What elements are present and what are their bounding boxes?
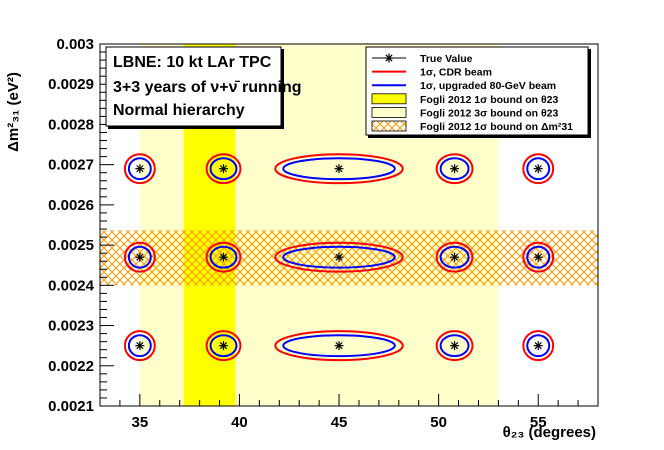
marker-stroke (335, 342, 343, 350)
y-tick-label: 0.0029 (48, 76, 94, 93)
marker-stroke (136, 342, 144, 350)
y-tick-label: 0.0028 (48, 116, 94, 133)
upgraded-contour (209, 157, 238, 181)
true-value-marker (450, 252, 460, 262)
marker-stroke (219, 253, 228, 261)
true-value-marker (219, 252, 229, 262)
true-value-marker (450, 164, 460, 174)
true-value-marker (135, 252, 145, 262)
true-value-marker (334, 164, 344, 174)
marker-stroke (385, 54, 393, 62)
cdr-contour (274, 330, 404, 362)
upgraded-contour (282, 157, 396, 181)
y-axis-title: Δm²₃₁ (eV²) (5, 72, 22, 152)
upgraded-contour (439, 245, 470, 269)
upgraded-contour (127, 334, 152, 358)
y-tick-label: 0.0027 (48, 157, 94, 174)
upgraded-contour (209, 334, 238, 358)
y-tick-label: 0.0023 (48, 318, 94, 335)
info-line-3: Normal hierarchy (113, 102, 245, 119)
true-value-marker (219, 164, 229, 174)
info-box: LBNE: 10 kt LAr TPC 3+3 years of ν+ν̄ ru… (105, 46, 302, 129)
cdr-contour (522, 241, 555, 273)
y-tick-label: 0.0022 (48, 358, 94, 375)
marker-stroke (450, 342, 459, 350)
true-value-marker (533, 341, 543, 351)
upgraded-contour (282, 245, 396, 269)
cdr-contour (435, 330, 474, 362)
plot-frame (99, 43, 599, 407)
legend-label: True Value (420, 53, 473, 65)
cdr-contour (205, 153, 242, 185)
upgraded-contour (439, 157, 470, 181)
upgraded-contour (209, 245, 238, 269)
x-axis-title: θ₂₃ (degrees) (503, 424, 596, 441)
marker-stroke (335, 253, 343, 261)
legend-fill-swatch (371, 107, 407, 118)
cdr-contour (205, 330, 242, 362)
marker-stroke (219, 165, 228, 173)
legend-label: 1σ, upgraded 80-GeV beam (420, 80, 556, 92)
true-value-marker (334, 341, 344, 351)
marker-stroke (450, 165, 459, 173)
x-tick-label: 50 (430, 414, 447, 431)
y-tick-label: 0.0025 (48, 237, 94, 254)
y-tick-label: 0.003 (56, 36, 94, 53)
cdr-contour (435, 153, 474, 185)
marker-stroke (136, 165, 144, 173)
marker-stroke (450, 253, 459, 261)
dm2-1sigma-band (100, 230, 598, 286)
legend-fill-swatch (371, 93, 407, 105)
y-tick-label: 0.0024 (48, 277, 95, 294)
marker-stroke (534, 253, 542, 261)
upgraded-contour (526, 157, 551, 181)
cdr-contour (123, 241, 156, 273)
true-value-marker (334, 252, 344, 262)
legend-hatch-swatch (371, 120, 407, 132)
cdr-contour (205, 241, 242, 273)
cdr-contour (522, 330, 555, 362)
true-value-marker (533, 164, 543, 174)
cdr-contour (435, 241, 474, 273)
x-tick-label: 40 (231, 414, 248, 431)
legend-marker (384, 53, 394, 63)
info-line-1: LBNE: 10 kt LAr TPC (113, 54, 272, 71)
marker-stroke (219, 342, 228, 350)
true-value-marker (450, 341, 460, 351)
cdr-contour (274, 153, 404, 185)
upgraded-contour (526, 334, 551, 358)
cdr-contour (274, 241, 404, 273)
legend-label: Fogli 2012 1σ bound on θ23 (420, 94, 558, 106)
legend-label: 1σ, CDR beam (420, 67, 492, 79)
y-tick-label: 0.0026 (48, 197, 94, 214)
true-value-marker (135, 341, 145, 351)
legend-label: Fogli 2012 1σ bound on Δm²31 (420, 121, 573, 133)
marker-stroke (534, 165, 542, 173)
upgraded-contour (526, 245, 551, 269)
true-value-marker (533, 252, 543, 262)
marker-stroke (136, 253, 144, 261)
legend-label: Fogli 2012 3σ bound on θ23 (420, 107, 558, 119)
cdr-contour (123, 330, 156, 362)
upgraded-contour (127, 245, 152, 269)
cdr-contour (522, 153, 555, 185)
cdr-contour (123, 153, 156, 185)
x-tick-label: 35 (131, 414, 148, 431)
upgraded-contour (282, 334, 396, 358)
x-tick-label: 45 (331, 414, 348, 431)
true-value-marker (135, 164, 145, 174)
x-tick-label: 55 (530, 414, 547, 431)
upgraded-contour (127, 157, 152, 181)
info-line-2: 3+3 years of ν+ν̄ running (113, 79, 302, 96)
true-value-marker (219, 341, 229, 351)
marker-stroke (335, 165, 343, 173)
marker-stroke (534, 342, 542, 350)
upgraded-contour (439, 334, 470, 358)
y-tick-label: 0.0021 (48, 398, 94, 415)
